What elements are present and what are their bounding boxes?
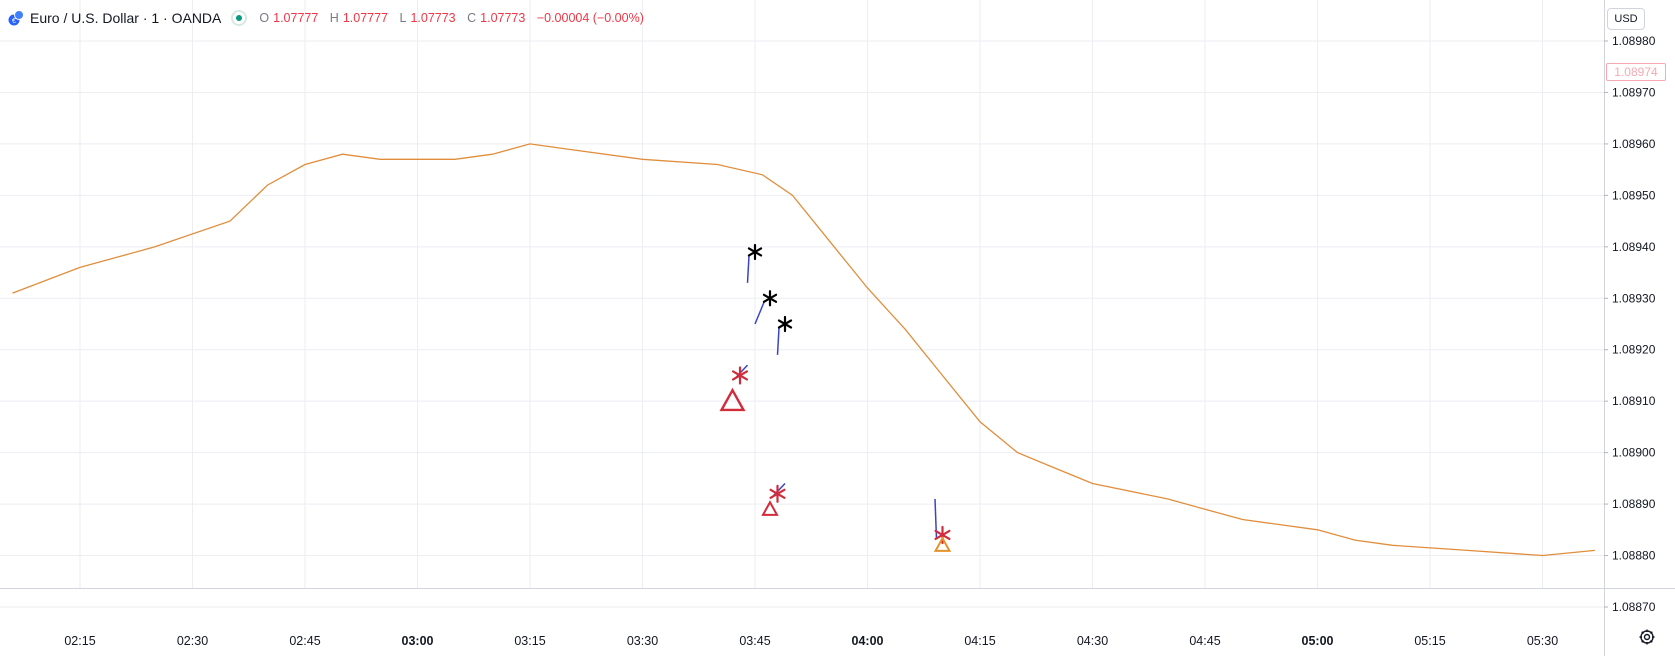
symbol-title[interactable]: Euro / U.S. Dollar · 1 · OANDA (30, 10, 222, 26)
time-tick-label: 02:15 (64, 634, 95, 648)
ohlc-change: −0.00004 (−0.00%) (536, 11, 644, 25)
current-price-label: 1.08974 (1606, 63, 1666, 81)
time-tick-label: 05:15 (1414, 634, 1445, 648)
ohlc-high: H 1.07777 (329, 11, 389, 25)
asterisk-stroke (777, 319, 793, 329)
asterisk-stroke (769, 488, 786, 499)
time-tick-label: 05:00 (1302, 634, 1334, 648)
time-tick-label: 04:00 (852, 634, 884, 648)
time-tick-label: 05:30 (1527, 634, 1558, 648)
asterisk-stroke (762, 293, 778, 303)
time-tick-label: 03:00 (402, 634, 434, 648)
settings-gear-icon[interactable] (1635, 625, 1659, 649)
svg-text:€: € (12, 18, 16, 25)
price-tick-label: 1.08960 (1612, 137, 1656, 151)
chart-header: € Euro / U.S. Dollar · 1 · OANDA O 1.0777… (8, 7, 648, 29)
annotation-line (746, 255, 750, 283)
time-tick-label: 04:15 (964, 634, 995, 648)
asterisk-icon (762, 290, 778, 307)
asterisk-icon (777, 315, 793, 333)
annotation-line (754, 301, 765, 325)
ohlc-open: O 1.07777 (259, 11, 319, 25)
annotation-line (776, 327, 780, 355)
price-tick-label: 1.08910 (1612, 394, 1656, 408)
time-tick-label: 02:30 (177, 634, 208, 648)
asterisk-icon (769, 484, 786, 503)
annotation-line (934, 498, 938, 539)
asterisk-stroke (934, 529, 951, 541)
asterisk-stroke (731, 370, 749, 381)
time-tick-label: 03:45 (739, 634, 770, 648)
time-axis-labels: 02:15 02:30 02:45 03:00 03:15 03:30 03:45 04:00… (64, 634, 1558, 648)
moving-average-line (12, 143, 1596, 557)
price-tick-label: 1.08950 (1612, 188, 1656, 202)
asterisk-stroke (747, 247, 763, 257)
market-open-dot-icon (231, 10, 248, 26)
triangle-up-icon (719, 387, 746, 412)
time-tick-label: 02:45 (289, 634, 320, 648)
triangle-up-icon (933, 536, 952, 552)
asterisk-icon (747, 243, 763, 261)
ohlc-close: C 1.07773 (467, 11, 526, 25)
price-tick-label: 1.08980 (1612, 34, 1656, 48)
price-axis-labels: 1.08980 1.08970 1.08960 1.08950 1.08940 1.089… (1604, 34, 1656, 614)
price-tick-label: 1.08870 (1612, 600, 1656, 614)
asterisk-icon (934, 525, 951, 545)
time-tick-label: 04:45 (1189, 634, 1220, 648)
price-tick-label: 1.08970 (1612, 85, 1656, 99)
time-tick-label: 03:15 (514, 634, 545, 648)
time-tick-label: 04:30 (1077, 634, 1108, 648)
price-tick-label: 1.08880 (1612, 549, 1656, 563)
price-tick-label: 1.08940 (1612, 240, 1656, 254)
price-tick-label: 1.08890 (1612, 497, 1656, 511)
currency-button[interactable]: USD (1607, 8, 1645, 30)
ohlc-low: L 1.07773 (399, 11, 456, 25)
price-tick-label: 1.08930 (1612, 291, 1656, 305)
chart-grid (0, 0, 1604, 608)
time-tick-label: 03:30 (627, 634, 658, 648)
asterisk-icon (731, 366, 749, 385)
ohlc-values: O 1.07777 H 1.07777 L 1.07773 C 1.07773 −0.0… (259, 11, 647, 25)
annotations (719, 243, 952, 552)
euro-dollar-logo-icon[interactable]: € (8, 10, 24, 26)
price-tick-label: 1.08900 (1612, 446, 1656, 460)
price-tick-label: 1.08920 (1612, 343, 1656, 357)
triangle-up-icon (761, 500, 779, 516)
